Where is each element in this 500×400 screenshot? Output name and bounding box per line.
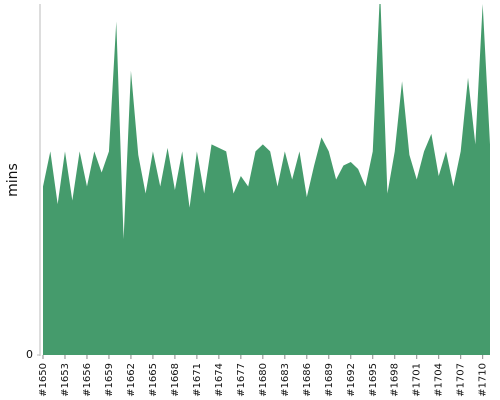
x-tick-label: #1680 (258, 363, 269, 397)
x-tick-label: #1653 (60, 363, 71, 397)
x-tick-label: #1668 (170, 363, 181, 397)
x-tick-label: #1707 (456, 363, 467, 397)
x-tick-label: #1665 (148, 363, 159, 397)
x-tick-label: #1710 (478, 363, 489, 397)
x-tick-label: #1686 (302, 363, 313, 397)
area (43, 4, 490, 355)
x-tick-label: #1689 (324, 363, 335, 397)
x-tick-label: #1671 (192, 363, 203, 397)
x-tick-label: #1656 (82, 363, 93, 397)
x-tick-label: #1701 (412, 363, 423, 397)
x-tick-label: #1692 (346, 363, 357, 397)
x-tick-label: #1674 (214, 363, 225, 397)
x-tick-label: #1698 (390, 363, 401, 397)
y-axis-label: mins (5, 163, 21, 197)
x-tick-label: #1662 (126, 363, 137, 397)
x-tick-label: #1659 (104, 363, 115, 397)
x-tick-label: #1704 (434, 363, 445, 397)
y-tick-label: 0 (26, 348, 33, 361)
x-tick-label: #1650 (38, 363, 49, 397)
x-tick-label: #1683 (280, 363, 291, 397)
x-tick-label: #1695 (368, 363, 379, 397)
x-tick-label: #1677 (236, 363, 247, 397)
